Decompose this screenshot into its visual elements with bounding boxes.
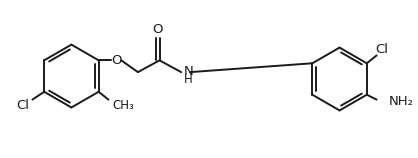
Text: O: O [152, 23, 163, 36]
Text: H: H [184, 73, 193, 85]
Text: O: O [111, 54, 122, 67]
Text: N: N [184, 65, 194, 78]
Text: CH₃: CH₃ [112, 99, 134, 112]
Text: Cl: Cl [16, 99, 29, 112]
Text: NH₂: NH₂ [388, 95, 413, 108]
Text: Cl: Cl [375, 43, 388, 56]
